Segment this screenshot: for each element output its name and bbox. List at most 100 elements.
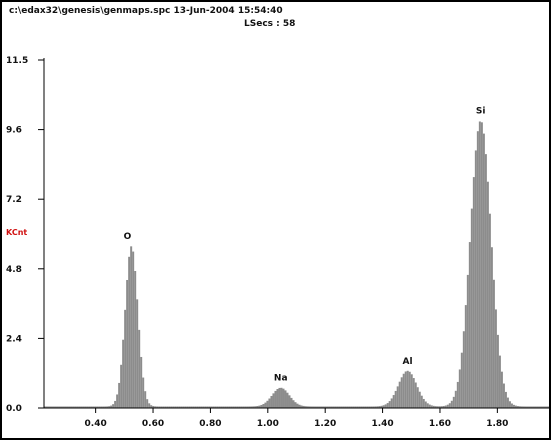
spectrum-channel: [302, 405, 305, 408]
spectrum-channel: [434, 406, 437, 408]
spectrum-channel: [180, 406, 183, 408]
spectrum-channel: [132, 251, 135, 408]
spectrum-channel: [526, 406, 529, 408]
spectrum-channel: [484, 154, 487, 408]
spectrum-channel: [222, 406, 225, 408]
spectrum-channel: [440, 406, 443, 408]
spectrum-channel: [342, 406, 345, 408]
spectrum-channel: [298, 404, 301, 408]
spectrum-channel: [204, 406, 207, 408]
peak-labels-group: O Na Al Si: [124, 107, 486, 384]
spectrum-channel: [452, 396, 455, 408]
spectrum-channel: [498, 355, 501, 408]
spectrum-channel: [262, 403, 265, 408]
spectrum-channel: [230, 406, 233, 408]
spectrum-channel: [404, 371, 407, 408]
spectrum-channel: [442, 405, 445, 408]
spectrum-channel: [468, 242, 471, 408]
spectrum-channel: [332, 406, 335, 408]
spectrum-channel: [210, 406, 213, 408]
spectrum-channel: [464, 305, 467, 408]
spectrum-channel: [356, 406, 359, 408]
spectrum-channel: [246, 406, 249, 408]
spectrum-channel: [508, 401, 511, 408]
spectrum-channel: [500, 371, 503, 408]
spectrum-channel: [220, 406, 223, 408]
spectrum-channel: [506, 397, 509, 408]
spectrum-channel: [450, 400, 453, 408]
spectrum-channel: [436, 406, 439, 408]
spectrum-channel: [72, 406, 75, 408]
x-tick-label: 1.40: [371, 419, 393, 429]
spectrum-channel: [532, 406, 535, 408]
spectrum-channel: [266, 400, 269, 408]
spectrum-channel: [276, 389, 279, 408]
spectrum-channel: [228, 406, 231, 408]
spectrum-channel: [334, 406, 337, 408]
spectrum-channel: [448, 403, 451, 408]
spectrum-channel: [56, 406, 59, 408]
spectrum-channel: [386, 403, 389, 408]
spectrum-channel: [492, 279, 495, 408]
spectrum-channel: [396, 386, 399, 408]
spectrum-channel: [54, 406, 57, 408]
spectrum-channel: [106, 406, 109, 408]
spectrum-channel: [88, 406, 91, 408]
spectrum-channel: [66, 406, 69, 408]
spectrum-channel: [236, 406, 239, 408]
spectrum-channel: [364, 406, 367, 408]
spectrum-channel: [330, 406, 333, 408]
spectrum-channel: [284, 390, 287, 408]
spectrum-channel: [514, 405, 517, 408]
spectrum-channel: [480, 122, 483, 408]
spectrum-channel: [172, 406, 175, 408]
spectrum-channel: [100, 406, 103, 408]
spectrum-channel: [458, 369, 461, 408]
spectrum-channel: [512, 404, 515, 408]
spectrum-channel: [136, 299, 139, 408]
spectrum-channel: [520, 406, 523, 408]
spectrum-channel: [430, 405, 433, 408]
spectrum-channel: [272, 393, 275, 408]
spectrum-channel: [128, 256, 131, 408]
spectrum-channel: [112, 404, 115, 408]
spectrum-channel: [238, 406, 241, 408]
spectrum-channel: [344, 406, 347, 408]
spectrum-channel: [114, 400, 117, 408]
y-tick-label: 2.4: [6, 334, 22, 344]
spectrum-channel: [340, 406, 343, 408]
spectrum-channel: [98, 406, 101, 408]
spectrum-channel: [76, 406, 79, 408]
spectrum-channel: [260, 404, 263, 408]
spectrum-channel: [504, 391, 507, 408]
spectrum-channel: [418, 391, 421, 408]
spectrum-channel: [116, 394, 119, 408]
spectrum-channel: [366, 406, 369, 408]
spectrum-channel: [248, 406, 251, 408]
spectrum-channel: [350, 406, 353, 408]
spectrum-channel: [78, 406, 81, 408]
spectrum-channel: [176, 406, 179, 408]
peak-label-na: Na: [274, 374, 288, 384]
spectrum-channel: [212, 406, 215, 408]
spectrum-channel: [278, 387, 281, 408]
spectrum-channel: [446, 404, 449, 408]
spectrum-channel: [354, 406, 357, 408]
spectrum-channel: [216, 406, 219, 408]
spectrum-channel: [226, 406, 229, 408]
spectrum-channel: [522, 406, 525, 408]
spectrum-channel: [322, 406, 325, 408]
spectrum-channel: [264, 402, 267, 408]
spectrum-channel: [372, 406, 375, 408]
spectrum-channel: [414, 382, 417, 408]
spectrum-channel: [60, 406, 63, 408]
spectrum-channel: [424, 401, 427, 408]
spectrum-channel: [206, 406, 209, 408]
x-tick-label: 1.20: [314, 419, 336, 429]
spectrum-channel: [416, 387, 419, 408]
spectrum-channel: [196, 406, 199, 408]
spectrum-channel: [408, 371, 411, 408]
spectrum-channel: [104, 406, 107, 408]
